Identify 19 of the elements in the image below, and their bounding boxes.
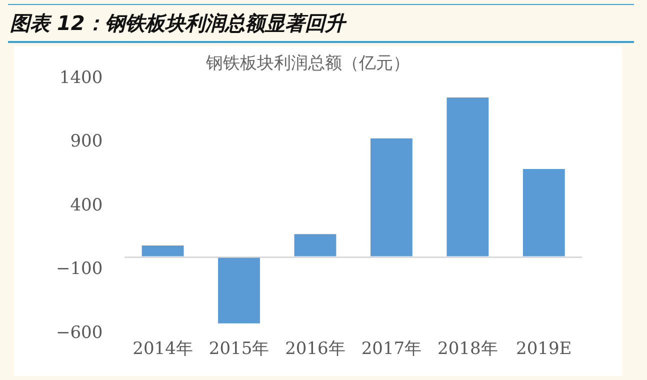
x-tick-label: 2019E [516,339,572,360]
bar [294,234,336,256]
y-tick-label: −600 [56,323,103,344]
y-tick-label: 1400 [59,68,103,88]
chart-subtitle: 钢铁板块利润总额（亿元） [205,54,410,74]
bar [142,246,184,256]
bar [522,168,565,256]
bar [218,258,260,324]
x-tick-label: 2016年 [285,339,346,360]
x-tick-label: 2014年 [132,339,193,360]
y-tick-label: −100 [56,259,103,280]
x-tick-label: 2018年 [438,339,498,360]
x-tick-label: 2017年 [361,339,422,360]
x-tick-label: 2015年 [208,339,270,360]
y-tick-label: 900 [70,132,103,152]
bar [370,138,412,256]
chart-title: 图表 12：钢铁板块利润总额显著回升 [10,10,345,37]
y-tick-label: 400 [70,195,103,216]
bar [446,98,489,256]
